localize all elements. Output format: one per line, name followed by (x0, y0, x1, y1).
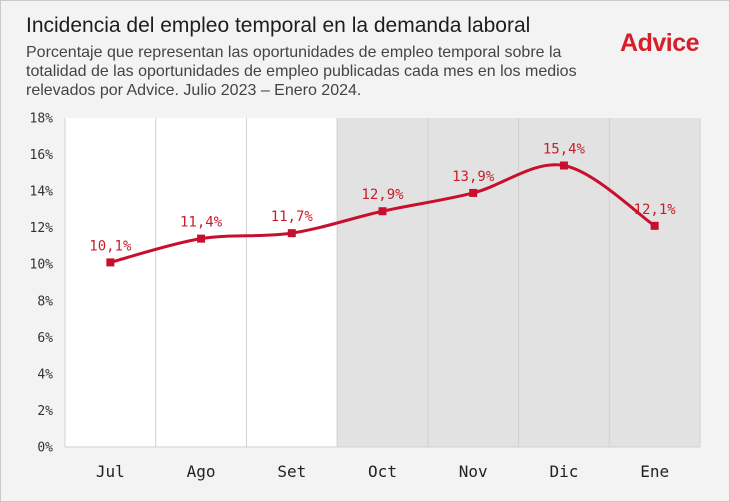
y-tick-label: 0% (37, 441, 53, 456)
data-point (378, 207, 387, 216)
data-point (650, 221, 659, 230)
data-point (559, 161, 568, 170)
data-point (469, 188, 478, 197)
x-tick-label: Nov (459, 462, 488, 481)
data-point (287, 229, 296, 238)
data-point (197, 234, 206, 243)
x-tick-label: Ene (640, 462, 669, 481)
x-tick-label: Oct (368, 462, 397, 481)
x-tick-label: Set (277, 462, 306, 481)
chart-title: Incidencia del empleo temporal en la dem… (26, 14, 531, 37)
data-label: 11,7% (271, 209, 314, 225)
data-label: 10,1% (89, 238, 132, 254)
gridlines (64, 118, 701, 448)
y-tick-label: 2% (37, 404, 53, 419)
x-axis: Jul Ago Set Oct Nov Dic Ene (96, 462, 669, 481)
y-tick-label: 16% (30, 148, 54, 163)
data-label: 11,4% (180, 215, 223, 231)
data-label: 13,9% (452, 169, 495, 185)
y-tick-label: 14% (30, 185, 54, 200)
y-axis: 0% 2% 4% 6% 8% 10% 12% 14% 16% 18% (30, 112, 54, 456)
y-tick-label: 12% (30, 221, 54, 236)
data-label: 12,9% (361, 187, 404, 203)
y-tick-label: 18% (30, 112, 54, 127)
y-tick-label: 8% (37, 294, 53, 309)
x-tick-label: Jul (96, 462, 125, 481)
data-markers (106, 161, 659, 267)
x-tick-label: Ago (187, 462, 216, 481)
y-tick-label: 6% (37, 331, 53, 346)
data-label: 15,4% (543, 142, 586, 158)
y-tick-label: 10% (30, 258, 54, 273)
data-label: 12,1% (634, 202, 677, 218)
data-point (106, 258, 115, 267)
x-tick-label: Dic (549, 462, 578, 481)
y-tick-label: 4% (37, 367, 53, 382)
data-labels: 10,1% 11,4% 11,7% 12,9% 13,9% 15,4% 12,1% (89, 142, 676, 255)
chart-subtitle: Porcentaje que representan las oportunid… (26, 44, 577, 99)
advice-logo: Advice (620, 29, 699, 57)
